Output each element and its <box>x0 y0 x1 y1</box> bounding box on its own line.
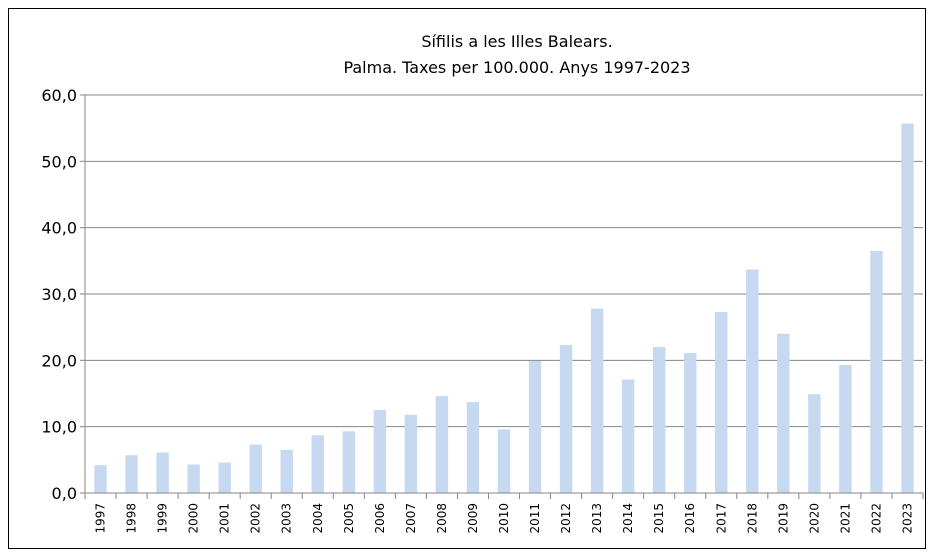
x-tick-label: 2019 <box>776 503 790 534</box>
x-tick-label: 2018 <box>745 503 759 534</box>
bar-2014 <box>621 379 635 493</box>
y-tick-labels: 0,0 10,0 20,0 30,0 40,0 50,0 60,0 <box>41 86 77 503</box>
x-tick-label: 2000 <box>187 503 201 534</box>
bar-2002 <box>249 444 262 493</box>
bar-2022 <box>870 250 883 493</box>
bar-2009 <box>466 402 480 493</box>
x-tick-label: 2022 <box>869 503 883 534</box>
bar-chart: Sífilis a les Illes Balears. Palma. Taxe… <box>41 32 924 534</box>
axes <box>80 94 924 499</box>
bar-2015 <box>652 347 666 493</box>
bars <box>94 123 914 494</box>
bar-2007 <box>404 414 418 493</box>
y-tick-label: 60,0 <box>41 86 77 105</box>
x-tick-label: 1997 <box>94 503 108 534</box>
x-tick-label: 2004 <box>311 503 325 534</box>
chart-title: Sífilis a les Illes Balears. <box>421 32 612 51</box>
x-tick-label: 2003 <box>280 503 294 534</box>
x-tick-label: 2007 <box>404 503 418 534</box>
x-tick-label: 2014 <box>621 503 635 534</box>
x-tick-label: 2016 <box>683 503 697 534</box>
bar-2003 <box>280 449 293 493</box>
x-tick-label: 2001 <box>218 503 232 534</box>
bar-2019 <box>777 333 790 493</box>
y-tick-label: 0,0 <box>52 484 77 503</box>
bar-2008 <box>435 396 449 493</box>
bar-2023 <box>901 123 914 494</box>
x-tick-label: 2005 <box>342 503 356 534</box>
x-tick-labels: 1997 1998 1999 2000 2001 2002 2003 2004 2005 2006… <box>94 503 915 534</box>
bar-2004 <box>311 435 324 493</box>
bar-1999 <box>156 452 169 493</box>
bar-2010 <box>497 429 511 493</box>
x-tick-label: 2023 <box>900 503 914 534</box>
bar-2012 <box>559 345 573 493</box>
bar-2018 <box>746 269 759 493</box>
x-tick-label: 2015 <box>652 503 666 534</box>
bar-2000 <box>187 464 200 493</box>
bar-1998 <box>125 455 138 493</box>
x-tick-label: 2008 <box>435 503 449 534</box>
y-tick-label: 50,0 <box>41 152 77 171</box>
x-tick-label: 2021 <box>838 503 852 534</box>
x-tick-label: 2011 <box>528 503 542 534</box>
y-tick-label: 30,0 <box>41 285 77 304</box>
x-tick-label: 2017 <box>714 503 728 534</box>
y-tick-label: 20,0 <box>41 351 77 370</box>
bar-2006 <box>373 410 387 493</box>
bar-2013 <box>590 308 604 493</box>
x-tick-label: 1998 <box>125 503 139 534</box>
bar-2016 <box>684 353 697 493</box>
x-tick-label: 2012 <box>559 503 573 534</box>
gridlines <box>85 94 923 428</box>
chart-frame: Sífilis a les Illes Balears. Palma. Taxe… <box>8 8 926 549</box>
bar-1997 <box>94 465 107 493</box>
bar-2011 <box>528 360 542 493</box>
bar-2005 <box>342 431 356 493</box>
chart-subtitle: Palma. Taxes per 100.000. Anys 1997-2023 <box>343 58 690 77</box>
bar-2021 <box>839 364 852 493</box>
bar-2020 <box>808 394 821 493</box>
x-tick-label: 2010 <box>497 503 511 534</box>
x-tick-label: 2006 <box>373 503 387 534</box>
x-tick-label: 2009 <box>466 503 480 534</box>
bar-2001 <box>218 462 231 493</box>
x-tick-label: 2020 <box>807 503 821 534</box>
x-tick-label: 2013 <box>590 503 604 534</box>
x-tick-label: 1999 <box>156 503 170 534</box>
y-tick-label: 40,0 <box>41 219 77 238</box>
x-tick-label: 2002 <box>249 503 263 534</box>
y-tick-label: 10,0 <box>41 418 77 437</box>
bar-2017 <box>715 311 728 493</box>
